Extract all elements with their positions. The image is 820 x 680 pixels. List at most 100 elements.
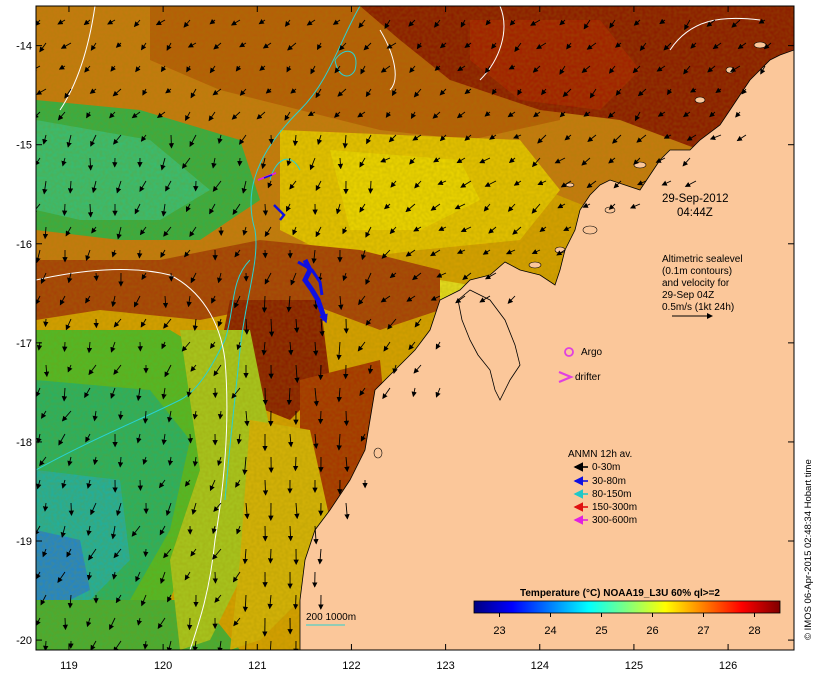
velocity-arrow xyxy=(40,272,47,285)
velocity-arrow xyxy=(190,364,197,372)
velocity-arrow xyxy=(36,157,41,166)
velocity-arrow xyxy=(292,456,299,472)
velocity-arrow xyxy=(384,19,391,29)
velocity-arrow xyxy=(140,594,147,607)
velocity-arrow xyxy=(512,226,522,235)
y-tick-label: -19 xyxy=(16,536,32,548)
velocity-arrow xyxy=(58,433,66,446)
velocity-arrow xyxy=(482,249,491,255)
velocity-arrow xyxy=(531,249,541,255)
colorbar-tick-label: 28 xyxy=(748,625,760,637)
velocity-arrow xyxy=(405,249,416,257)
velocity-arrow xyxy=(559,65,566,75)
datetime-line2: 04:44Z xyxy=(677,207,713,219)
velocity-arrow xyxy=(42,502,49,512)
colorbar-tick-label: 27 xyxy=(697,625,709,637)
x-tick-label: 126 xyxy=(719,660,737,672)
velocity-arrow xyxy=(110,525,117,540)
velocity-arrow xyxy=(311,249,317,264)
velocity-arrow xyxy=(367,364,374,375)
velocity-arrow xyxy=(268,318,275,337)
colorbar-tick-label: 23 xyxy=(493,625,505,637)
velocity-arrow xyxy=(231,387,241,399)
x-tick-label: 124 xyxy=(531,660,549,672)
velocity-arrow xyxy=(90,134,97,147)
velocity-arrow xyxy=(113,548,122,559)
velocity-arrow xyxy=(416,42,423,50)
velocity-arrow xyxy=(62,341,68,352)
velocity-arrow xyxy=(230,19,241,26)
velocity-arrow xyxy=(187,433,193,444)
velocity-arrow xyxy=(286,295,292,313)
velocity-arrow xyxy=(60,42,72,49)
velocity-arrow xyxy=(337,88,347,97)
velocity-arrow xyxy=(537,134,547,144)
velocity-arrow xyxy=(484,180,497,187)
velocity-arrow xyxy=(165,180,172,192)
velocity-arrow xyxy=(217,410,224,420)
argo-label: Argo xyxy=(581,347,603,358)
velocity-arrow xyxy=(113,364,122,375)
velocity-arrow xyxy=(43,318,49,328)
velocity-arrow xyxy=(366,134,372,145)
colorbar-tick-label: 25 xyxy=(595,625,607,637)
velocity-arrow xyxy=(615,88,622,96)
x-tick-label: 120 xyxy=(154,660,172,672)
velocity-arrow xyxy=(683,65,691,75)
velocity-arrow xyxy=(36,571,41,580)
velocity-arrow xyxy=(313,433,319,449)
velocity-arrow xyxy=(140,318,147,328)
velocity-arrow xyxy=(235,479,241,488)
velocity-arrow xyxy=(513,180,522,186)
velocity-arrow xyxy=(256,111,266,120)
velocity-arrow xyxy=(288,341,294,356)
y-axis: -14 -15 -16 -17 -18 -19 -20 xyxy=(16,41,794,647)
velocity-arrow xyxy=(163,318,172,329)
velocity-arrow xyxy=(136,617,142,626)
velocity-arrow xyxy=(380,295,391,303)
velocity-arrow xyxy=(286,203,291,212)
velocity-arrow xyxy=(343,410,350,427)
velocity-arrow xyxy=(663,133,672,139)
velocity-arrow xyxy=(406,295,416,302)
velocity-arrow xyxy=(380,157,391,163)
y-tick-label: -16 xyxy=(16,239,32,251)
velocity-arrow xyxy=(360,65,366,75)
velocity-arrow xyxy=(508,64,516,70)
velocity-arrow xyxy=(217,318,223,327)
velocity-arrow xyxy=(682,111,691,118)
velocity-arrow xyxy=(92,456,99,466)
velocity-arrow xyxy=(209,65,216,74)
velocity-arrow xyxy=(344,456,350,473)
velocity-arrow xyxy=(537,180,547,186)
velocity-arrow xyxy=(316,134,323,145)
velocity-arrow xyxy=(86,111,92,119)
velocity-arrow xyxy=(142,410,149,424)
velocity-arrow xyxy=(338,295,344,311)
velocity-arrow xyxy=(479,295,491,303)
velocity-arrow xyxy=(236,433,242,445)
velocity-arrow xyxy=(65,226,72,237)
velocity-arrow xyxy=(181,157,191,169)
velocity-arrow xyxy=(358,19,366,29)
velocity-arrow xyxy=(454,203,466,210)
velocity-arrow xyxy=(532,65,541,73)
velocity-arrow xyxy=(391,88,397,97)
velocity-arrow xyxy=(212,571,218,584)
velocity-arrow xyxy=(614,42,622,48)
velocity-arrow xyxy=(90,502,97,516)
anmn-item-3-label: 150-300m xyxy=(592,502,637,513)
velocity-arrow xyxy=(336,387,342,403)
velocity-arrow xyxy=(608,203,616,210)
velocity-arrow xyxy=(85,295,91,304)
velocity-arrow xyxy=(363,42,372,51)
velocity-arrow xyxy=(491,88,498,95)
velocity-arrow xyxy=(484,111,491,117)
velocity-arrow xyxy=(168,134,175,149)
velocity-arrow xyxy=(507,111,516,118)
velocity-arrow xyxy=(139,180,147,192)
velocity-arrow xyxy=(39,42,47,53)
anmn-item-4-label: 300-600m xyxy=(592,515,637,526)
velocity-arrow xyxy=(41,410,47,419)
velocity-arrow xyxy=(637,180,647,186)
